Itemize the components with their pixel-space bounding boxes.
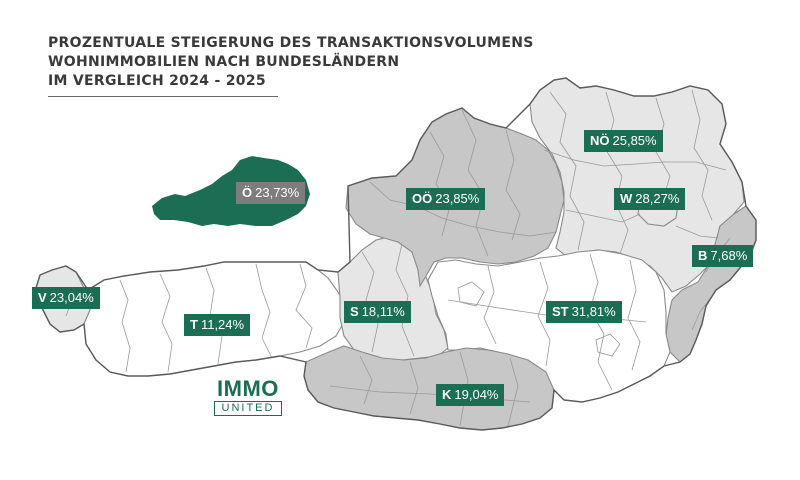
label-carinthia: K 19,04% — [436, 384, 505, 406]
immo-united-logo: IMMO UNITED — [214, 378, 282, 416]
label-austria-value: 23,73% — [255, 185, 300, 200]
label-austria-abbr: Ö — [242, 185, 253, 200]
label-lower-austria-abbr: NÖ — [590, 133, 610, 148]
label-carinthia-abbr: K — [442, 387, 452, 402]
label-salzburg-abbr: S — [350, 304, 359, 319]
label-burgenland: B 7,68% — [692, 245, 754, 267]
label-vorarlberg: V 23,04% — [32, 287, 100, 309]
label-lower-austria: NÖ 25,85% — [584, 130, 663, 152]
label-styria-value: 31,81% — [571, 304, 616, 319]
title-line-2: WOHNIMMOBILIEN NACH BUNDESLÄNDERN — [48, 54, 400, 70]
logo-wordmark: IMMO — [217, 376, 279, 401]
label-styria: ST 31,81% — [546, 301, 622, 323]
austria-inset-silhouette — [152, 156, 310, 226]
logo-subtitle: UNITED — [214, 401, 282, 416]
austria-outline — [35, 77, 757, 431]
label-lower-austria-value: 25,85% — [612, 133, 657, 148]
title-underline — [48, 96, 278, 97]
label-salzburg: S 18,11% — [344, 301, 411, 323]
label-vorarlberg-value: 23,04% — [49, 290, 94, 305]
title-line-3: IM VERGLEICH 2024 - 2025 — [48, 73, 266, 89]
label-upper-austria-abbr: OÖ — [412, 191, 433, 206]
label-burgenland-value: 7,68% — [710, 248, 748, 263]
state-carinthia — [303, 345, 555, 431]
label-vienna-value: 28,27% — [635, 191, 680, 206]
title-line-1: PROZENTUALE STEIGERUNG DES TRANSAKTIONSV… — [48, 35, 534, 51]
label-vienna: W 28,27% — [614, 188, 686, 210]
label-styria-abbr: ST — [552, 304, 569, 319]
label-salzburg-value: 18,11% — [361, 304, 405, 319]
label-upper-austria: OÖ 23,85% — [406, 188, 486, 210]
map-title: PROZENTUALE STEIGERUNG DES TRANSAKTIONSV… — [48, 34, 534, 91]
label-burgenland-abbr: B — [698, 248, 708, 263]
label-tirol: T 11,24% — [184, 314, 251, 336]
label-tirol-abbr: T — [190, 317, 198, 332]
label-vorarlberg-abbr: V — [38, 290, 47, 305]
label-upper-austria-value: 23,85% — [435, 191, 480, 206]
label-tirol-value: 11,24% — [200, 317, 245, 332]
label-austria-total: Ö 23,73% — [236, 182, 306, 204]
label-vienna-abbr: W — [620, 191, 633, 206]
label-carinthia-value: 19,04% — [454, 387, 499, 402]
